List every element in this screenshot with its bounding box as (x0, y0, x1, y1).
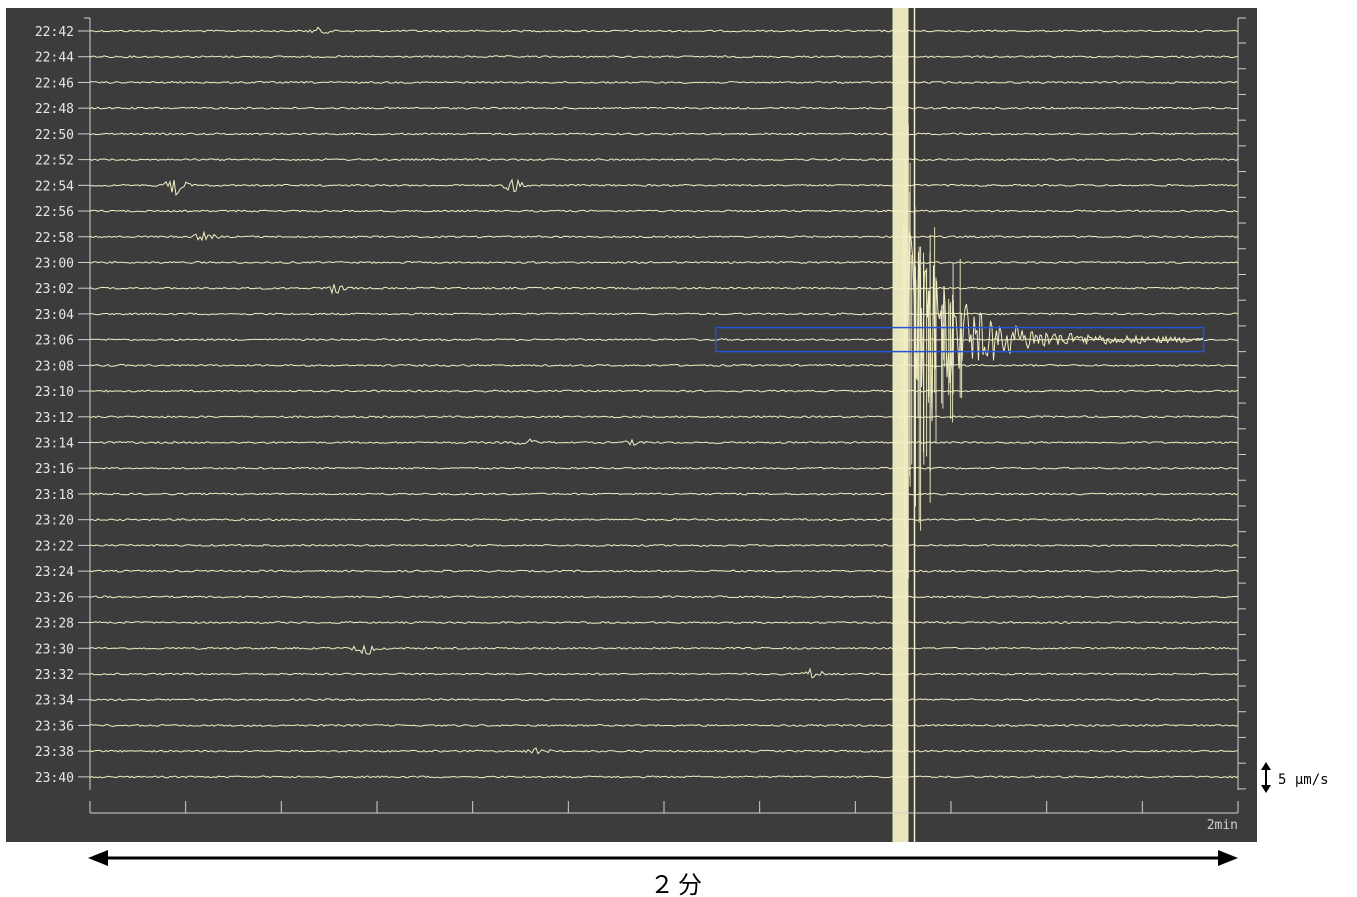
trace-lines (89, 26, 1239, 779)
scale-bar: 5 μm/s (1261, 762, 1329, 793)
arrow-left-icon (88, 850, 108, 866)
trace-line (89, 643, 1239, 655)
trace-line (89, 466, 1239, 470)
time-label: 23:34 (35, 694, 74, 709)
trace-line (89, 26, 1239, 34)
earthquake-signal (892, 8, 1204, 842)
time-label: 22:42 (35, 25, 74, 40)
time-label: 22:46 (35, 76, 74, 91)
trace-line (89, 338, 1239, 342)
time-label: 22:56 (35, 205, 74, 220)
time-label: 23:18 (35, 488, 74, 503)
time-label: 23:28 (35, 617, 74, 632)
time-label: 22:44 (35, 51, 74, 66)
time-label: 23:24 (35, 565, 74, 580)
time-label: 23:32 (35, 668, 74, 683)
trace-line (90, 595, 1239, 599)
trace-line (89, 775, 1239, 779)
time-label: 23:22 (35, 539, 74, 554)
trace-line (89, 518, 1239, 522)
scale-arrow-up-icon (1261, 762, 1271, 770)
trace-line (89, 312, 1239, 316)
trace-line (89, 132, 1239, 136)
time-label: 23:26 (35, 591, 74, 606)
time-label: 22:58 (35, 231, 74, 246)
time-label: 23:10 (35, 385, 74, 400)
trace-line (89, 284, 1239, 295)
trace-line (89, 55, 1239, 59)
time-label: 22:50 (35, 128, 74, 143)
x-span-label: 2min (1207, 818, 1238, 833)
trace-line (89, 543, 1239, 547)
time-label: 23:06 (35, 334, 74, 349)
arrow-right-icon (1218, 850, 1238, 866)
duration-arrow (88, 850, 1238, 866)
time-label: 22:48 (35, 102, 74, 117)
trace-line (89, 747, 1239, 755)
trace-line (89, 80, 1239, 84)
time-label: 23:12 (35, 411, 74, 426)
time-label: 23:14 (35, 437, 74, 452)
trace-line (89, 158, 1239, 162)
trace-line (89, 492, 1239, 496)
trace-line (89, 569, 1239, 573)
time-label: 22:54 (35, 179, 74, 194)
duration-label: ２分 (650, 871, 706, 897)
trace-line (89, 260, 1239, 265)
plot-frame (78, 17, 1246, 790)
time-label: 22:52 (35, 154, 74, 169)
time-label: 23:40 (35, 771, 74, 786)
time-label: 23:16 (35, 462, 74, 477)
time-label: 23:30 (35, 642, 74, 657)
time-labels: 22:42 22:44 22:46 22:48 22:50 22:52 22:54 22:56… (35, 25, 74, 786)
time-label: 23:20 (35, 514, 74, 529)
scale-label: 5 μm/s (1278, 772, 1329, 788)
highlight-box (714, 326, 1205, 353)
trace-line (89, 667, 1239, 679)
trace-line (89, 106, 1239, 110)
plot-background (6, 8, 1257, 842)
trace-line (89, 209, 1239, 213)
time-label: 23:36 (35, 719, 74, 734)
trace-line (89, 389, 1239, 393)
trace-line (89, 178, 1239, 197)
scale-arrow-down-icon (1261, 785, 1271, 793)
trace-line (89, 698, 1239, 702)
time-label: 23:00 (35, 256, 74, 271)
time-label: 23:02 (35, 282, 74, 297)
trace-line (89, 723, 1239, 727)
trace-line (89, 438, 1239, 446)
time-label: 23:04 (35, 308, 74, 323)
trace-line (89, 363, 1239, 367)
time-label: 23:38 (35, 745, 74, 760)
trace-line (89, 621, 1239, 625)
trace-line (89, 230, 1239, 242)
trace-line (89, 415, 1239, 419)
time-label: 23:08 (35, 359, 74, 374)
x-axis (89, 801, 1239, 814)
